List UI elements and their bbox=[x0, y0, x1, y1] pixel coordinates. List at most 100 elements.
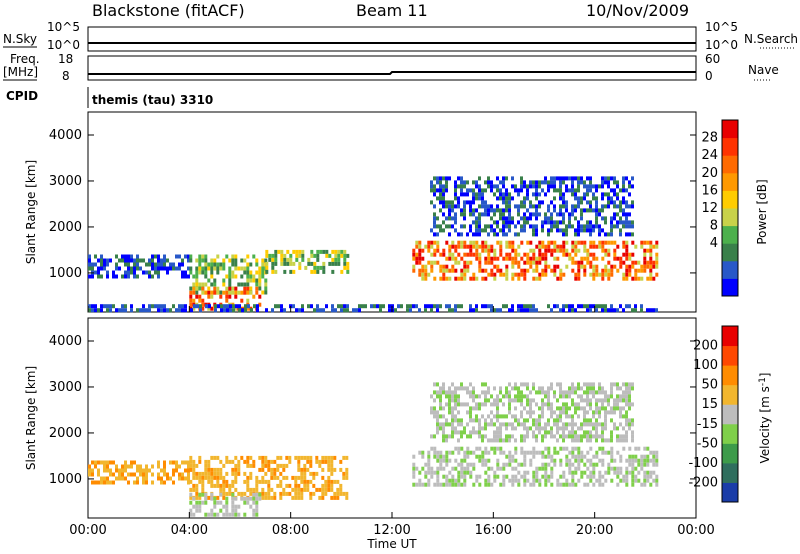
heatmap-cell bbox=[430, 184, 433, 189]
heatmap-cell bbox=[520, 382, 523, 387]
heatmap-cell bbox=[334, 257, 338, 262]
heatmap-cell bbox=[571, 430, 574, 435]
heatmap-cell bbox=[499, 216, 502, 221]
heatmap-cell bbox=[460, 458, 464, 463]
heatmap-cell bbox=[535, 434, 538, 439]
heatmap-cell bbox=[451, 430, 454, 435]
heatmap-cell bbox=[445, 256, 449, 261]
heatmap-cell bbox=[454, 458, 458, 463]
heatmap-cell bbox=[210, 270, 214, 275]
heatmap-cell bbox=[427, 462, 431, 467]
heatmap-cell bbox=[499, 308, 502, 313]
heatmap-cell bbox=[496, 446, 500, 451]
heatmap-cell bbox=[595, 188, 598, 193]
heatmap-cell bbox=[472, 200, 475, 205]
heatmap-cell bbox=[550, 406, 553, 411]
heatmap-cell bbox=[559, 212, 562, 217]
heatmap-cell bbox=[184, 308, 187, 313]
heatmap-cell bbox=[520, 390, 523, 395]
heatmap-cell bbox=[550, 220, 553, 225]
heatmap-cell bbox=[613, 410, 616, 415]
heatmap-cell bbox=[475, 454, 479, 459]
heatmap-cell bbox=[592, 228, 595, 233]
heatmap-cell bbox=[460, 268, 464, 273]
heatmap-cell bbox=[481, 390, 484, 395]
heatmap-cell bbox=[445, 216, 448, 221]
heatmap-cell bbox=[544, 426, 547, 431]
heatmap-cell bbox=[313, 265, 317, 270]
heatmap-cell bbox=[523, 216, 526, 221]
heatmap-cell bbox=[574, 470, 578, 475]
heatmap-cell bbox=[481, 438, 484, 443]
heatmap-cell bbox=[514, 406, 517, 411]
heatmap-cell bbox=[637, 276, 641, 281]
heatmap-cell bbox=[454, 482, 458, 487]
heatmap-cell bbox=[559, 228, 562, 233]
heatmap-cell bbox=[541, 256, 545, 261]
heatmap-cell bbox=[655, 454, 659, 459]
heatmap-cell bbox=[451, 200, 454, 205]
heatmap-cell bbox=[625, 418, 628, 423]
colorbar-tick-label: 50 bbox=[701, 378, 718, 393]
heatmap-cell bbox=[607, 308, 610, 313]
heatmap-cell bbox=[484, 458, 488, 463]
heatmap-cell bbox=[556, 264, 560, 269]
heatmap-cell bbox=[127, 472, 130, 477]
heatmap-cell bbox=[613, 252, 617, 257]
heatmap-cell bbox=[442, 200, 445, 205]
heatmap-cell bbox=[616, 184, 619, 189]
heatmap-cell bbox=[562, 220, 565, 225]
heatmap-cell bbox=[469, 200, 472, 205]
heatmap-cell bbox=[424, 308, 427, 313]
heatmap-cell bbox=[330, 471, 334, 476]
heatmap-cell bbox=[616, 470, 620, 475]
heatmap-cell bbox=[451, 410, 454, 415]
heatmap-cell bbox=[487, 450, 491, 455]
heatmap-cell bbox=[237, 471, 241, 476]
heatmap-cell bbox=[577, 268, 581, 273]
heatmap-cell bbox=[330, 459, 334, 464]
heatmap-cell bbox=[523, 276, 527, 281]
heatmap-cell bbox=[556, 276, 560, 281]
heatmap-cell bbox=[637, 446, 641, 451]
heatmap-cell bbox=[598, 482, 602, 487]
heatmap-cell bbox=[604, 398, 607, 403]
heatmap-cell bbox=[625, 224, 628, 229]
heatmap-cell bbox=[484, 224, 487, 229]
heatmap-cell bbox=[412, 268, 416, 273]
heatmap-cell bbox=[484, 394, 487, 399]
heatmap-cell bbox=[255, 258, 259, 263]
heatmap-cell bbox=[577, 426, 580, 431]
heatmap-cell bbox=[610, 308, 613, 313]
heatmap-cell bbox=[324, 479, 328, 484]
heatmap-cell bbox=[478, 426, 481, 431]
heatmap-cell bbox=[289, 269, 293, 274]
heatmap-cell bbox=[532, 180, 535, 185]
heatmap-cell bbox=[445, 304, 448, 309]
heatmap-cell bbox=[562, 390, 565, 395]
heatmap-cell bbox=[424, 462, 428, 467]
heatmap-cell bbox=[127, 258, 130, 263]
heatmap-cell bbox=[264, 459, 268, 464]
heatmap-cell bbox=[433, 414, 436, 419]
heatmap-cell bbox=[532, 184, 535, 189]
heatmap-cell bbox=[306, 487, 310, 492]
heatmap-cell bbox=[216, 512, 220, 517]
heatmap-cell bbox=[490, 410, 493, 415]
heatmap-cell bbox=[436, 260, 440, 265]
heatmap-cell bbox=[457, 304, 460, 309]
heatmap-cell bbox=[487, 176, 490, 181]
heatmap-cell bbox=[442, 220, 445, 225]
heatmap-cell bbox=[439, 192, 442, 197]
heatmap-cell bbox=[520, 216, 523, 221]
heatmap-cell bbox=[562, 180, 565, 185]
heatmap-cell bbox=[556, 244, 560, 249]
heatmap-cell bbox=[553, 176, 556, 181]
heatmap-cell bbox=[505, 200, 508, 205]
heatmap-cell bbox=[595, 410, 598, 415]
heatmap-cell bbox=[445, 450, 449, 455]
heatmap-cell bbox=[556, 430, 559, 435]
heatmap-cell bbox=[103, 258, 106, 263]
heatmap-cell bbox=[505, 414, 508, 419]
heatmap-cell bbox=[91, 460, 94, 465]
